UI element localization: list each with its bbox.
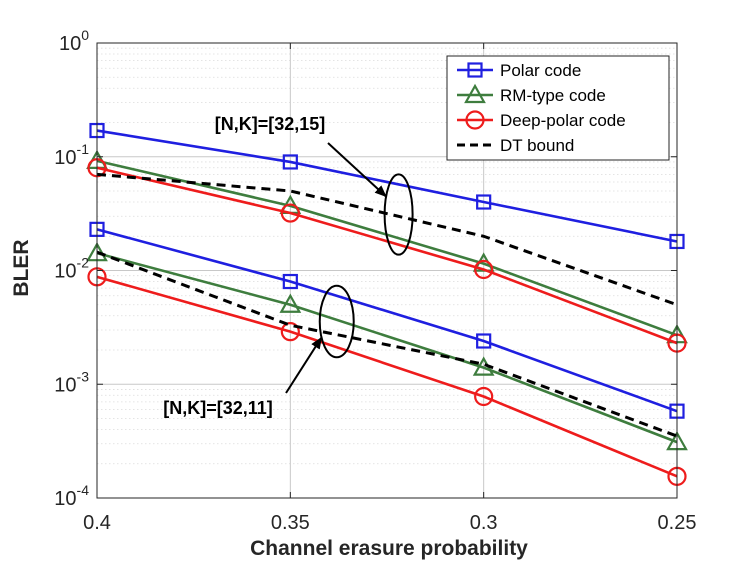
group-ellipse [383,173,414,256]
data-point [474,386,494,407]
legend-label: Polar code [500,61,581,80]
legend-item: Deep-polar code [457,110,626,130]
series-dt-bound-32-11 [96,250,678,438]
data-point [282,273,298,290]
legend-label: RM-type code [500,86,606,105]
legend-label: Deep-polar code [500,111,626,130]
series-line [96,251,678,444]
series-line [96,275,678,478]
y-tick-label: 100 [59,27,89,55]
legend-box [446,55,670,161]
legend: Polar code RM-type code Deep-polar code DT … [446,55,670,161]
y-axis-label: BLER [10,239,33,296]
legend-item: DT bound [457,136,574,155]
x-tick-label: 0.4 [83,512,111,534]
annotations: [N,K]=[32,15] [N,K]=[32,11] [163,114,414,418]
y-tick-label: 10-3 [54,368,89,396]
x-tick-label: 0.35 [271,512,310,534]
data-point [467,62,483,78]
data-point [282,154,298,170]
series-line [96,228,678,413]
data-point [476,333,492,349]
annotation-arrow [327,142,387,198]
y-tick-label: 10-2 [54,255,89,283]
legend-item: Polar code [457,61,581,80]
y-tick-label: 10-4 [54,482,89,510]
x-axis-label: Channel erasure probability [250,537,528,560]
legend-item: RM-type code [457,83,606,105]
data-point [474,259,494,280]
series-line [96,172,678,307]
series-rm-type-code-32-11 [86,241,688,451]
group-ellipse [318,284,355,359]
series-dt-bound-32-15 [96,172,678,307]
data-point [476,194,492,210]
series-polar-code-32-11 [89,221,685,419]
annotation-arrow [285,336,323,394]
data-point [280,322,300,342]
data-point [464,83,486,104]
series-deep-polar-code-32-15 [87,158,687,353]
series-deep-polar-code-32-11 [87,267,687,486]
y-tick-label: 10-1 [54,141,89,169]
annotation-label: [N,K]=[32,15] [215,114,326,134]
series-line [96,250,678,438]
series-line [96,166,678,345]
x-tick-label: 0.3 [470,512,498,534]
data-point [280,203,300,223]
annotation-label: [N,K]=[32,11] [163,398,273,418]
axes: 0.4 0.35 0.3 0.25 10-4 10-3 10-2 10-1 100 [54,27,696,534]
legend-label: DT bound [500,136,574,155]
data-point [465,110,485,130]
data-point [279,293,302,313]
x-tick-label: 0.25 [658,512,697,534]
series-line [96,129,678,243]
